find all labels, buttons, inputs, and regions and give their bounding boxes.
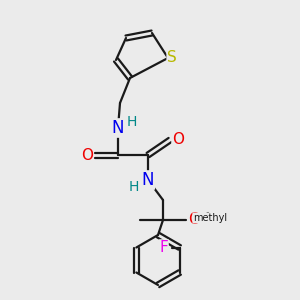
Text: H: H (129, 180, 139, 194)
Text: O: O (188, 212, 200, 227)
Text: O: O (81, 148, 93, 163)
Text: O: O (172, 133, 184, 148)
Text: S: S (167, 50, 177, 64)
Text: methyl: methyl (193, 213, 227, 223)
Text: N: N (112, 119, 124, 137)
Text: N: N (142, 171, 154, 189)
Text: H: H (127, 115, 137, 129)
Text: F: F (159, 240, 168, 255)
